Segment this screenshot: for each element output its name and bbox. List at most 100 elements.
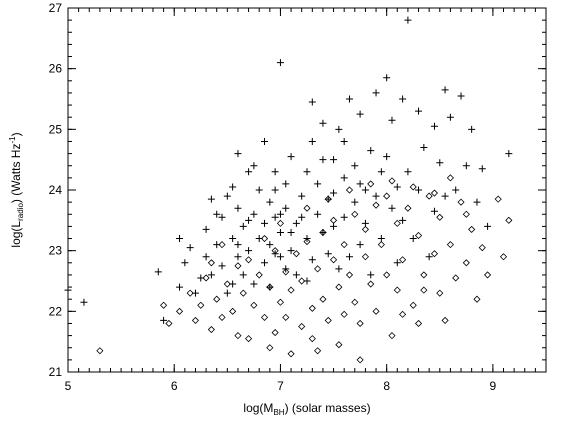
plus-marker <box>441 192 449 200</box>
plus-marker <box>234 241 242 249</box>
diamond-marker <box>361 225 369 233</box>
plus-marker <box>393 183 401 191</box>
plus-marker <box>202 225 210 233</box>
diamond-marker <box>276 298 285 306</box>
plus-marker <box>372 192 380 200</box>
diamond-marker <box>356 319 364 328</box>
plus-marker <box>356 110 364 118</box>
y-tick-label: 26 <box>49 62 63 76</box>
plus-marker <box>425 253 433 261</box>
axis-ticks <box>67 7 547 373</box>
plus-marker <box>250 210 258 218</box>
plus-marker <box>330 156 338 164</box>
plus-marker <box>351 162 359 170</box>
plus-marker <box>213 210 221 218</box>
plus-marker <box>330 189 338 197</box>
plus-marker <box>484 222 492 230</box>
diamond-marker <box>218 313 226 321</box>
diamond-marker <box>308 304 316 312</box>
diamond-marker <box>399 256 407 264</box>
plus-marker <box>298 213 306 221</box>
y-axis-title-prefix: log(L <box>9 221 23 248</box>
plus-marker <box>340 174 348 182</box>
diamond-marker <box>388 177 396 185</box>
plus-marker <box>404 168 412 176</box>
diamond-marker <box>319 295 327 303</box>
plus-marker <box>314 210 322 218</box>
plus-marker <box>324 250 332 258</box>
plus-marker <box>388 116 396 124</box>
diamond-marker <box>287 350 295 358</box>
y-tick-label: 27 <box>49 1 63 15</box>
x-axis-title-sub: BH <box>273 408 284 417</box>
plus-marker <box>478 165 486 173</box>
plus-marker <box>505 150 513 158</box>
diamond-marker <box>271 247 279 255</box>
diamond-marker <box>345 271 354 279</box>
diamond-marker <box>372 201 380 209</box>
plus-marker <box>287 228 295 236</box>
plus-marker <box>473 198 481 206</box>
diamond-marker <box>377 241 385 249</box>
y-tick-label: 24 <box>49 183 63 197</box>
plus-marker <box>239 222 247 230</box>
y-axis-title-suffix: ) <box>9 132 23 136</box>
diamond-marker <box>292 250 300 258</box>
plus-marker <box>282 180 290 188</box>
diamond-marker <box>276 219 285 227</box>
plus-marker <box>250 162 258 170</box>
plus-marker <box>234 253 242 261</box>
plot-frame <box>67 7 547 373</box>
plus-marker <box>271 186 279 194</box>
diamond-marker <box>393 286 401 294</box>
plus-marker <box>245 168 253 176</box>
diamond-marker <box>287 286 295 294</box>
plus-marker <box>430 122 438 130</box>
diamond-marker <box>223 280 231 288</box>
diamond-marker <box>388 332 396 340</box>
plus-marker <box>229 235 237 243</box>
diamond-marker <box>393 219 401 227</box>
plus-marker <box>446 113 454 121</box>
diamond-marker <box>324 195 332 203</box>
plus-marker <box>234 204 242 212</box>
diamond-marker <box>298 322 306 331</box>
y-axis-title: log(Lradio) (Watts Hz-1) <box>8 132 25 247</box>
plus-marker <box>308 98 316 106</box>
plus-marker <box>409 235 417 243</box>
plus-marker <box>64 286 72 294</box>
plus-marker <box>319 119 327 127</box>
diamond-marker <box>383 271 391 279</box>
plus-marker <box>276 228 284 236</box>
diamond-marker <box>404 204 412 212</box>
plus-marker <box>218 213 226 221</box>
plus-marker <box>154 268 162 276</box>
diamond-marker <box>345 186 354 194</box>
y-axis-title-sup: -1 <box>8 136 17 144</box>
plus-marker <box>468 125 476 133</box>
diamond-marker <box>361 253 369 261</box>
diamond-marker <box>329 216 338 224</box>
diamond-marker <box>245 335 253 343</box>
plus-marker <box>399 95 407 103</box>
plus-marker <box>266 198 274 206</box>
diamond-marker <box>494 195 502 203</box>
plus-marker <box>335 125 343 133</box>
plus-marker <box>276 59 284 67</box>
x-tick-label: 6 <box>171 379 178 393</box>
diamond-marker <box>165 319 173 328</box>
plus-marker <box>319 228 327 236</box>
plus-marker <box>292 271 300 279</box>
plus-marker <box>207 195 215 203</box>
plus-marker <box>436 159 444 167</box>
diamond-marker <box>308 335 316 343</box>
plus-marker <box>287 153 295 161</box>
plus-marker <box>372 89 380 97</box>
diamond-marker <box>260 313 269 321</box>
plus-marker <box>377 168 385 176</box>
y-tick-label: 22 <box>49 304 63 318</box>
x-axis-title: log(MBH) (solar masses) <box>243 401 370 417</box>
plus-marker <box>223 289 231 297</box>
diamond-marker <box>383 192 391 200</box>
plus-marker <box>415 107 423 115</box>
